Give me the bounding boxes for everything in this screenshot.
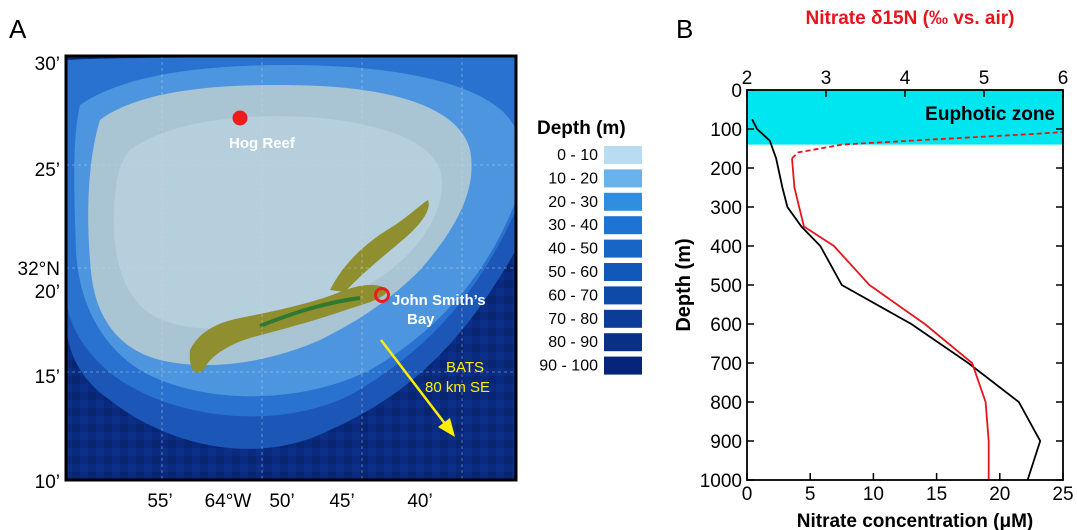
legend-label: 10 - 20 xyxy=(548,170,598,187)
panel-a-letter: A xyxy=(9,14,27,44)
nitrate-concentration-line xyxy=(751,118,1042,481)
profile-panel: B Euphotic zone 0 100 200 300 400 500 600 700 800… xyxy=(660,0,1077,530)
y-axis-label: Depth (m) xyxy=(673,238,695,331)
legend-label: 90 - 100 xyxy=(539,358,598,375)
x-top-tick-label: 5 xyxy=(979,68,990,89)
x-bottom-tick-label: 20 xyxy=(989,484,1010,505)
legend-swatch xyxy=(604,192,642,211)
y-tick-label: 1000 xyxy=(700,471,742,492)
lat-label-10: 10’ xyxy=(35,472,60,493)
nitrate-d15n-line xyxy=(791,158,990,480)
john-smiths-bay-label-2: Bay xyxy=(407,311,435,328)
vegetation xyxy=(259,296,361,328)
x-bottom-tick-label: 15 xyxy=(926,484,947,505)
y-tick-label: 100 xyxy=(710,120,742,141)
hog-reef-label: Hog Reef xyxy=(229,135,296,152)
x-top-tick-label: 4 xyxy=(900,68,911,89)
x-bottom-axis-label: Nitrate concentration (μM) xyxy=(797,511,1033,530)
legend-swatch xyxy=(604,333,642,352)
legend-swatch xyxy=(604,286,642,305)
legend-swatch xyxy=(604,263,642,281)
legend-label: 30 - 40 xyxy=(548,217,598,234)
lat-label-15: 15’ xyxy=(35,367,60,388)
bats-arrow-head xyxy=(438,418,455,437)
legend-swatch xyxy=(604,309,642,328)
x-top-tick-label: 2 xyxy=(742,68,753,89)
euphotic-zone-label: Euphotic zone xyxy=(925,104,1055,125)
y-tick-label: 200 xyxy=(710,159,742,180)
lon-label-55: 55’ xyxy=(147,491,172,512)
y-tick-label: 700 xyxy=(710,354,742,375)
panel-b-letter: B xyxy=(676,14,694,44)
legend-swatch xyxy=(604,169,642,188)
legend-label: 20 - 30 xyxy=(548,194,598,211)
nitrate-profile-chart: Euphotic zone010020030040050060070080090… xyxy=(673,8,1074,530)
map-frame xyxy=(64,54,518,482)
lon-label-45: 45’ xyxy=(329,491,354,512)
y-tick-label: 800 xyxy=(710,393,742,414)
x-top-tick-label: 6 xyxy=(1058,68,1069,89)
bermuda-bathymetry-map: Hog Reef John Smith’s Bay BATS 80 km SE … xyxy=(18,54,642,512)
depth-legend-title: Depth (m) xyxy=(537,118,626,139)
y-tick-label: 900 xyxy=(710,432,742,453)
euphotic-zone-band xyxy=(747,90,1063,145)
graticule xyxy=(66,56,516,480)
legend-swatch xyxy=(604,146,642,164)
legend-swatch xyxy=(604,356,642,375)
depth-legend: 0 - 10 10 - 20 20 - 30 30 - 40 40 - 50 50 - 6… xyxy=(539,146,642,375)
plot-frame xyxy=(746,89,1064,481)
legend-swatch xyxy=(604,239,642,258)
hog-reef-marker xyxy=(232,110,248,126)
legend-label: 0 - 10 xyxy=(557,147,598,164)
bats-direction-arrow xyxy=(380,339,447,426)
john-smiths-bay-marker xyxy=(374,287,390,303)
legend-label: 50 - 60 xyxy=(548,264,598,281)
legend-label: 80 - 90 xyxy=(548,334,598,351)
legend-swatch xyxy=(604,216,642,235)
lon-label-50: 50’ xyxy=(269,491,294,512)
lat-label-32n: 32°N xyxy=(18,259,60,280)
lon-label-40: 40’ xyxy=(407,491,432,512)
legend-label: 40 - 50 xyxy=(548,241,598,258)
y-tick-label: 0 xyxy=(731,81,742,102)
x-bottom-tick-label: 25 xyxy=(1052,484,1073,505)
y-tick-label: 500 xyxy=(710,276,742,297)
john-smiths-bay-label-1: John Smith’s xyxy=(392,292,486,309)
lon-label-64w: 64°W xyxy=(205,491,252,512)
bats-label-2: 80 km SE xyxy=(425,379,490,396)
x-top-axis-label: Nitrate δ15N (‰ vs. air) xyxy=(806,8,1015,29)
nitrate-d15n-line-dashed xyxy=(791,131,1064,159)
bats-label-1: BATS xyxy=(446,359,484,376)
legend-label: 70 - 80 xyxy=(548,311,598,328)
x-bottom-tick-label: 10 xyxy=(863,484,884,505)
x-bottom-tick-label: 0 xyxy=(742,484,753,505)
lat-label-25: 25’ xyxy=(35,160,60,181)
y-tick-label: 400 xyxy=(710,237,742,258)
map-panel: A xyxy=(9,14,642,512)
legend-label: 60 - 70 xyxy=(548,287,598,304)
bermuda-main-island xyxy=(189,284,388,373)
y-tick-label: 300 xyxy=(710,198,742,219)
x-top-tick-label: 3 xyxy=(821,68,832,89)
x-bottom-tick-label: 5 xyxy=(805,484,816,505)
lat-label-20: 20’ xyxy=(35,282,60,303)
bermuda-northeast-island xyxy=(330,200,429,292)
y-tick-label: 600 xyxy=(710,315,742,336)
lat-label-30: 30’ xyxy=(35,54,60,75)
